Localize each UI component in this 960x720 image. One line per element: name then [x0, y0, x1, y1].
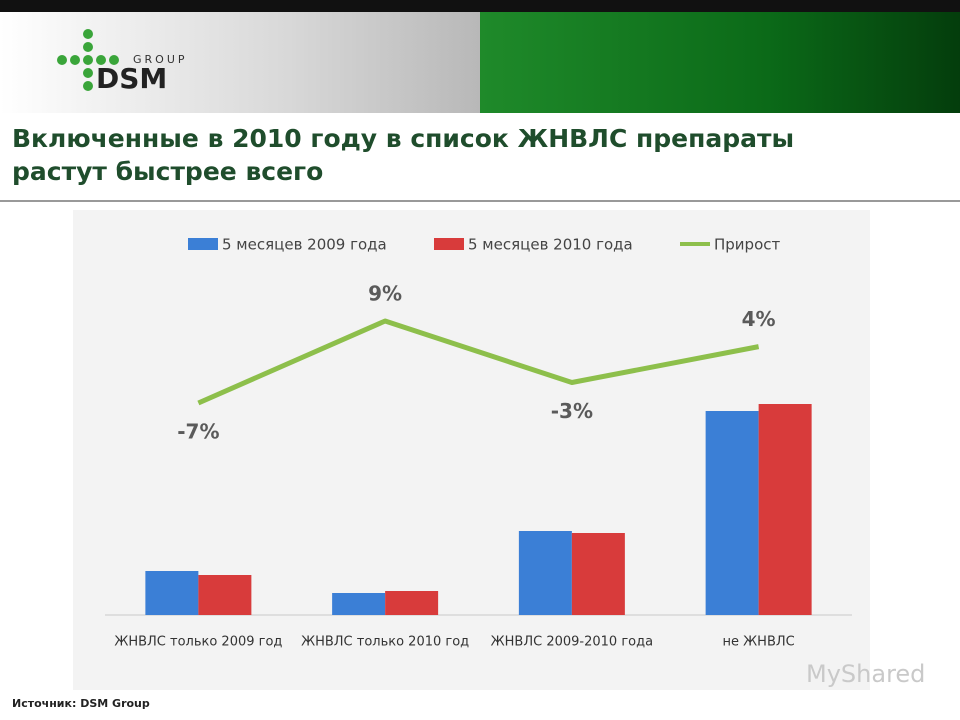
x-tick-label: не ЖНВЛС [723, 635, 795, 650]
bar [332, 593, 386, 615]
logo-dots [57, 29, 119, 91]
chart: ЖНВЛС только 2009 год ЖНВЛС только 2010 г… [114, 236, 812, 650]
bar [571, 533, 625, 615]
line [197, 318, 760, 406]
header-photo-right [480, 0, 960, 113]
watermark: MyShared [806, 660, 925, 688]
bar [385, 591, 439, 615]
header-photo-left [0, 0, 480, 113]
legend-label: 5 месяцев 2009 года [222, 236, 387, 254]
bar [758, 404, 812, 615]
source: Источник: DSM Group [12, 697, 150, 710]
x-tick-label: ЖНВЛС только 2009 год [114, 635, 282, 650]
data-label: -3% [551, 399, 593, 423]
legend-label: 5 месяцев 2010 года [468, 236, 633, 254]
bar [145, 571, 199, 615]
bar [518, 531, 572, 615]
bar [198, 575, 252, 615]
x-tick-label: ЖНВЛС только 2010 год [301, 635, 469, 650]
top-strip [0, 0, 960, 12]
bar [705, 411, 759, 615]
data-label: 4% [742, 307, 776, 331]
title: растут быстрее всего [12, 157, 323, 186]
title: Включенные в 2010 году в список ЖНВЛС пр… [12, 124, 794, 153]
legend-swatch [188, 238, 218, 250]
data-label: 9% [368, 282, 402, 306]
logo-group: GROUP [133, 53, 188, 66]
legend-swatch [434, 238, 464, 250]
x-tick-label: ЖНВЛС 2009-2010 года [491, 635, 653, 650]
data-label: -7% [177, 420, 219, 444]
legend-label: Прирост [714, 236, 780, 254]
logo-name: DSM [96, 62, 167, 95]
